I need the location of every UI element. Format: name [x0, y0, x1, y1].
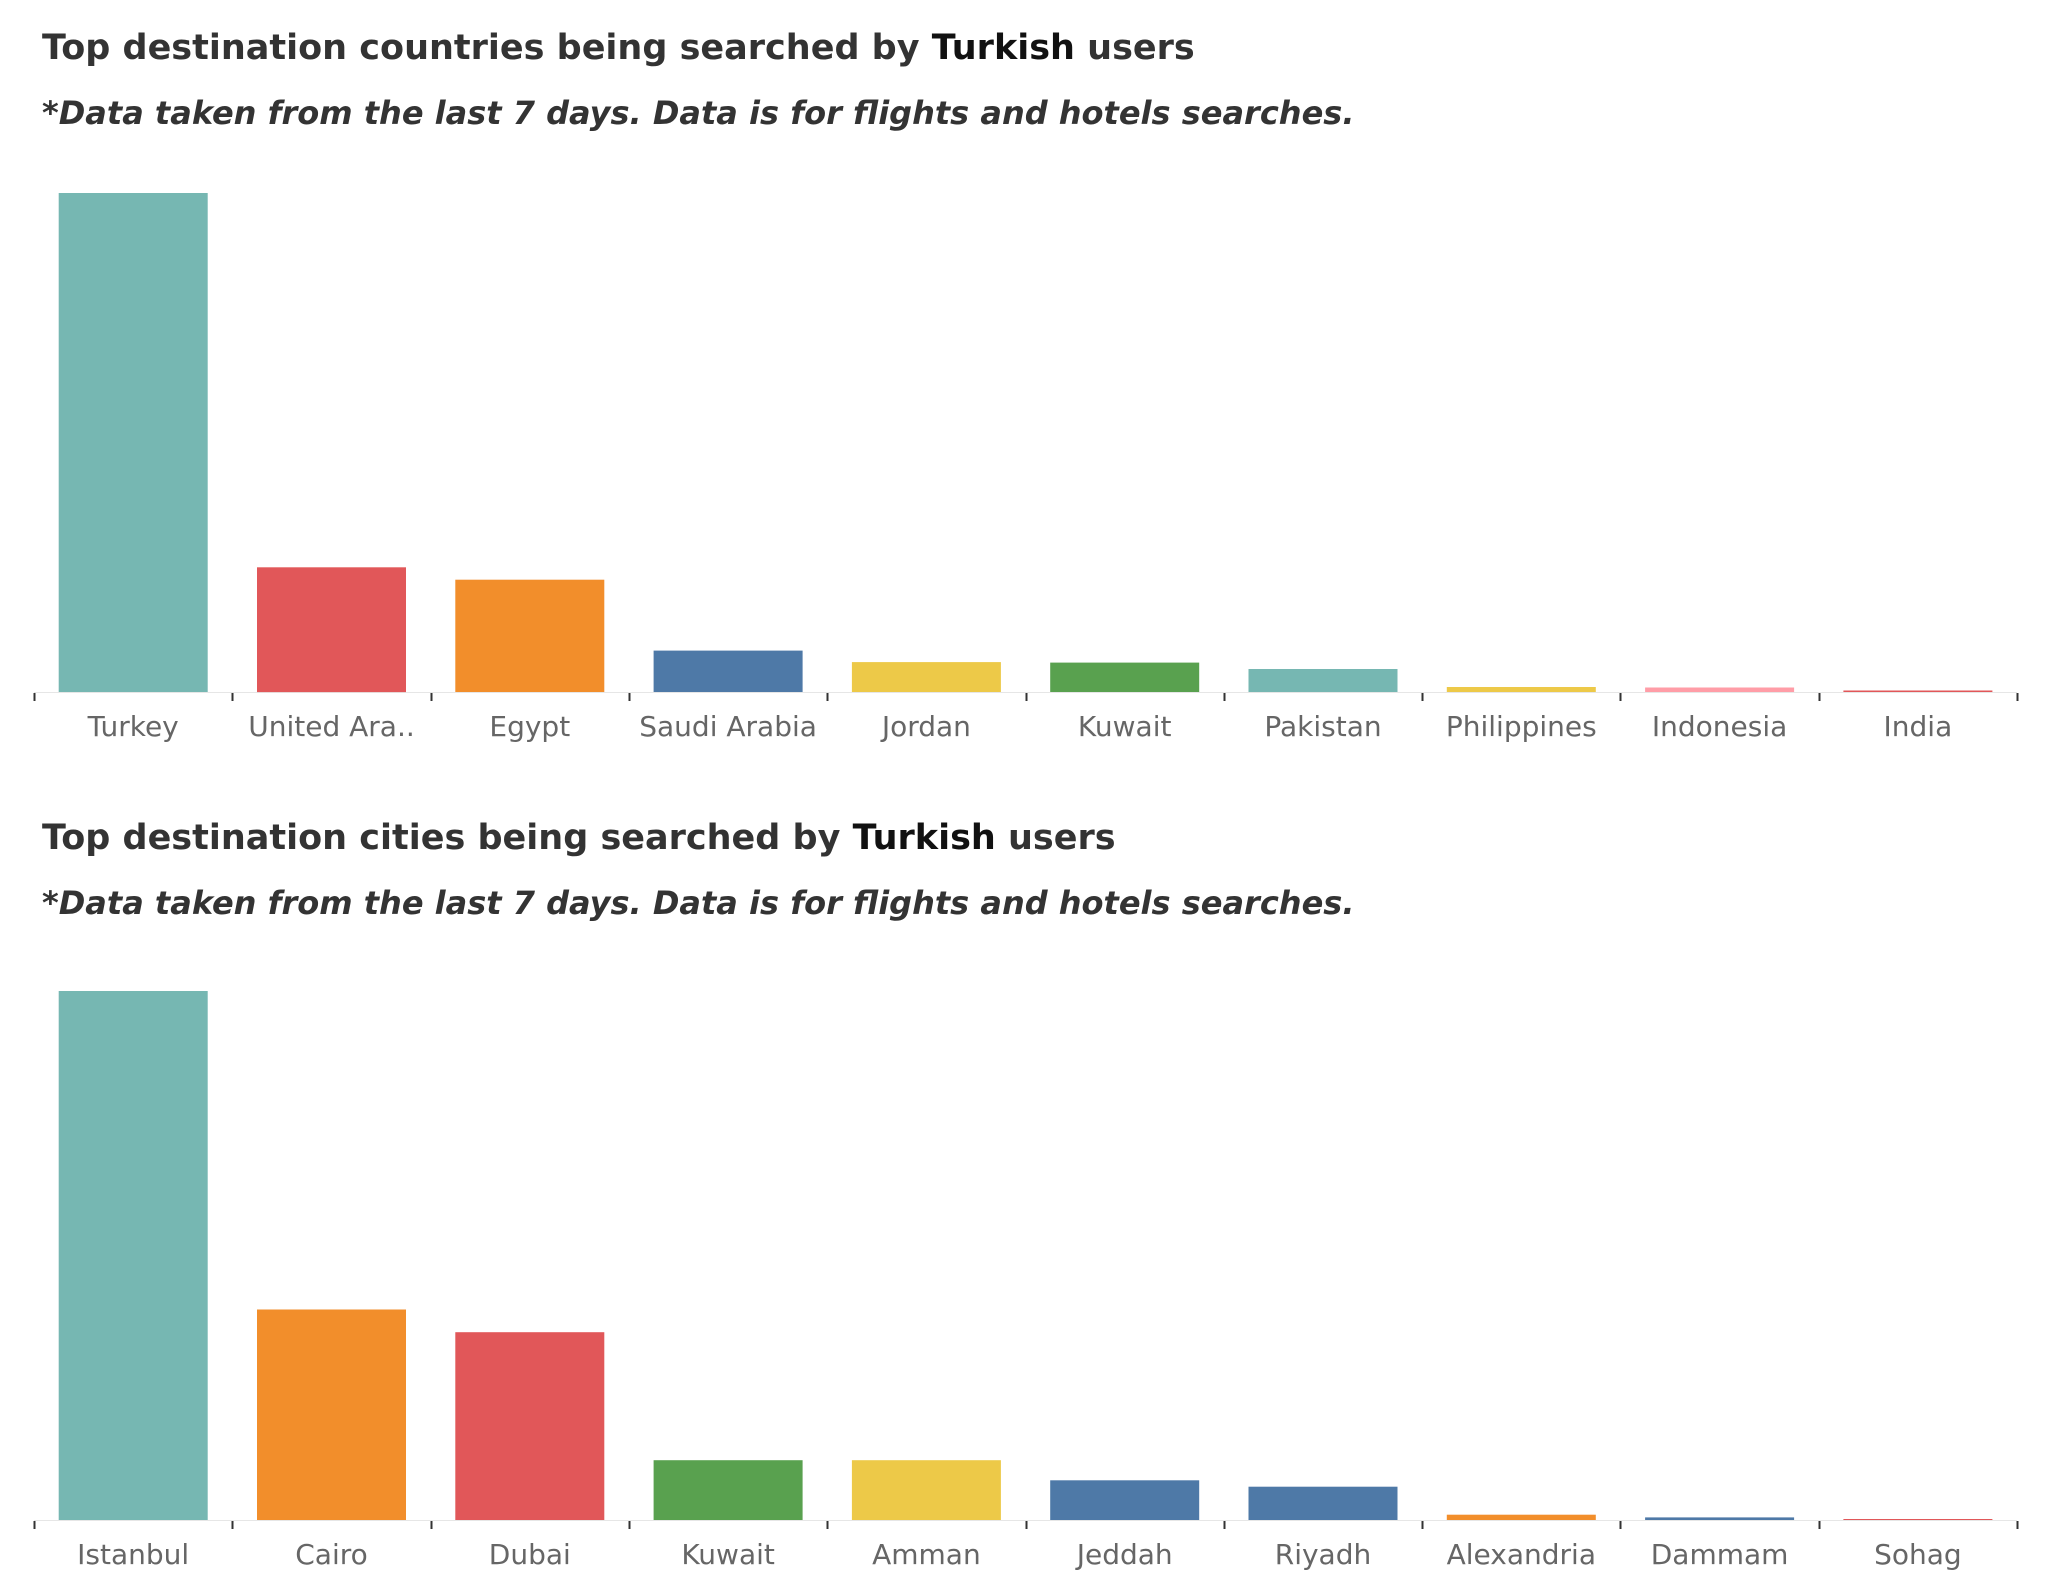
chart-title-suffix: users	[995, 818, 1116, 858]
x-tick-label: Kuwait	[1078, 710, 1172, 743]
x-tick-label: United Ara..	[248, 710, 415, 743]
x-tick-label: Pakistan	[1264, 710, 1381, 743]
cities-bar-chart: Istanbul Cairo Dubai Kuwait Amman Jeddah Riyad…	[33, 991, 2019, 1571]
bar-istanbul[interactable]	[58, 991, 208, 1520]
bar-dammam[interactable]	[1645, 1517, 1795, 1520]
x-tick-label: Dubai	[489, 1538, 571, 1571]
bar-riyadh[interactable]	[1248, 1486, 1398, 1520]
bar-jeddah[interactable]	[1050, 1480, 1200, 1520]
x-tick-label: Turkey	[87, 710, 179, 743]
bar-india[interactable]	[1843, 690, 1993, 693]
x-tick-label: Jeddah	[1075, 1538, 1173, 1571]
chart-title-suffix: users	[1074, 28, 1195, 68]
countries-bar-chart: Turkey United Ara.. Egypt Saudi Arabia Jorda…	[33, 193, 2019, 743]
bar-philippines[interactable]	[1446, 687, 1596, 692]
bar-egypt[interactable]	[455, 579, 605, 692]
bar-alexandria[interactable]	[1446, 1514, 1596, 1520]
bar-jordan[interactable]	[851, 662, 1001, 692]
x-tick-label: Sohag	[1874, 1538, 1962, 1571]
bar-sohag[interactable]	[1843, 1519, 1993, 1520]
chart-title: Top destination countries being searched…	[42, 28, 1195, 68]
x-tick-label: Amman	[872, 1538, 981, 1571]
x-tick-label: Cairo	[295, 1538, 368, 1571]
cities-chart-panel: Top destination cities being searched by…	[0, 790, 2050, 1580]
chart-title-prefix: Top destination countries being searched…	[42, 28, 932, 68]
x-tick-label: India	[1884, 710, 1953, 743]
chart-title-emphasis: Turkish	[852, 818, 996, 858]
x-tick-label: Riyadh	[1275, 1538, 1371, 1571]
chart-title-emphasis: Turkish	[931, 28, 1075, 68]
x-tick-label: Philippines	[1446, 710, 1597, 743]
chart-subtitle: *Data taken from the last 7 days. Data i…	[42, 94, 1355, 132]
x-tick-label: Istanbul	[77, 1538, 189, 1571]
x-tick-label: Saudi Arabia	[639, 710, 817, 743]
chart-subtitle: *Data taken from the last 7 days. Data i…	[42, 884, 1355, 922]
bar-kuwait[interactable]	[1050, 662, 1200, 692]
x-tick-label: Dammam	[1651, 1538, 1789, 1571]
countries-chart-panel: Top destination countries being searched…	[33, 28, 2019, 743]
bar-united-ara[interactable]	[257, 567, 406, 693]
bar-amman[interactable]	[851, 1460, 1001, 1520]
bar-pakistan[interactable]	[1248, 669, 1398, 692]
bar-turkey[interactable]	[58, 193, 208, 692]
bar-cairo[interactable]	[257, 1309, 406, 1521]
chart-title: Top destination cities being searched by…	[42, 818, 1116, 858]
x-tick-label: Jordan	[880, 710, 971, 743]
chart-title-prefix: Top destination cities being searched by	[42, 818, 853, 858]
bar-dubai[interactable]	[455, 1332, 605, 1520]
bar-kuwait[interactable]	[653, 1460, 803, 1520]
x-tick-label: Indonesia	[1652, 710, 1787, 743]
x-tick-label: Kuwait	[681, 1538, 775, 1571]
bar-indonesia[interactable]	[1645, 687, 1795, 693]
x-tick-label: Alexandria	[1447, 1538, 1596, 1571]
bar-saudi-arabia[interactable]	[653, 650, 803, 692]
x-tick-label: Egypt	[489, 710, 570, 743]
